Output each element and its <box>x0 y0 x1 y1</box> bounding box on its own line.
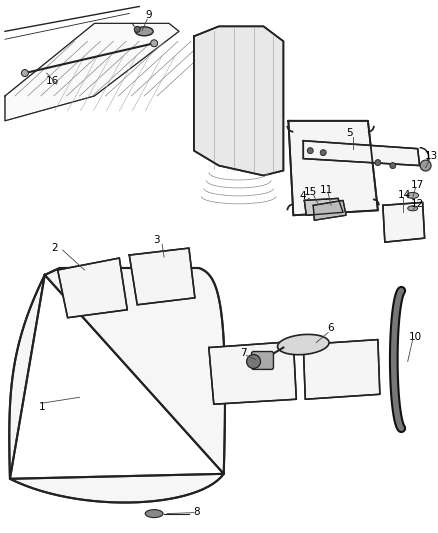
Circle shape <box>134 26 140 33</box>
Text: 2: 2 <box>51 243 58 253</box>
Ellipse shape <box>278 334 329 355</box>
Text: 16: 16 <box>46 76 59 86</box>
Polygon shape <box>383 203 424 242</box>
Polygon shape <box>9 268 225 503</box>
Ellipse shape <box>135 27 153 36</box>
Circle shape <box>420 160 431 171</box>
Polygon shape <box>129 248 195 305</box>
Text: 7: 7 <box>240 348 247 358</box>
Text: 13: 13 <box>425 151 438 160</box>
Polygon shape <box>303 340 380 399</box>
Text: 14: 14 <box>398 190 411 200</box>
Ellipse shape <box>408 206 418 211</box>
Text: 4: 4 <box>299 191 306 201</box>
Circle shape <box>247 354 261 368</box>
Text: 11: 11 <box>320 185 333 196</box>
Circle shape <box>307 148 313 154</box>
Text: 6: 6 <box>327 322 333 333</box>
Circle shape <box>151 40 158 47</box>
Circle shape <box>21 70 28 77</box>
Polygon shape <box>209 342 297 404</box>
Ellipse shape <box>407 192 419 198</box>
Text: 3: 3 <box>153 235 159 245</box>
Circle shape <box>390 163 396 168</box>
Text: 8: 8 <box>194 507 200 516</box>
Ellipse shape <box>145 510 163 518</box>
Text: 9: 9 <box>146 11 152 20</box>
Polygon shape <box>313 200 346 220</box>
Polygon shape <box>194 26 283 175</box>
Text: 15: 15 <box>304 188 317 197</box>
Text: 10: 10 <box>409 332 422 342</box>
Polygon shape <box>5 23 179 121</box>
Polygon shape <box>304 198 343 215</box>
Polygon shape <box>303 141 420 166</box>
Text: 5: 5 <box>346 128 352 138</box>
Polygon shape <box>58 258 127 318</box>
Circle shape <box>320 150 326 156</box>
Circle shape <box>375 159 381 166</box>
Text: 1: 1 <box>39 402 45 412</box>
Text: 17: 17 <box>411 181 424 190</box>
FancyBboxPatch shape <box>251 352 273 369</box>
Text: 12: 12 <box>411 199 424 209</box>
Polygon shape <box>288 121 378 215</box>
